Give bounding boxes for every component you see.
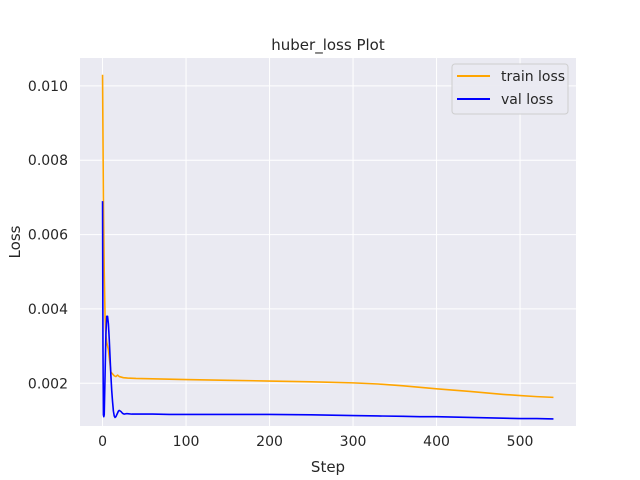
y-axis-label: Loss: [6, 225, 24, 258]
y-tick-label: 0.010: [28, 79, 68, 95]
y-tick-label: 0.006: [28, 228, 68, 244]
plot-area: [80, 58, 576, 426]
x-tick-label: 0: [98, 434, 107, 450]
x-tick-label: 100: [173, 434, 200, 450]
legend: train loss val loss: [451, 63, 569, 115]
x-tick-label: 200: [256, 434, 283, 450]
y-tick-label: 0.004: [28, 302, 68, 318]
val-loss-line: [101, 201, 554, 420]
train-loss-line: [101, 74, 554, 399]
x-axis-label: Step: [311, 458, 345, 476]
series-group: [101, 74, 554, 420]
ticks: 0 100 200 300 400 500 0.002 0.004 0.006 0.008 0.01…: [28, 79, 534, 450]
y-tick-label: 0.008: [28, 153, 68, 169]
legend-val-label: val loss: [501, 92, 553, 108]
x-tick-label: 300: [340, 434, 367, 450]
legend-train-label: train loss: [501, 69, 565, 85]
x-tick-label: 400: [423, 434, 450, 450]
x-tick-label: 500: [507, 434, 534, 450]
y-tick-label: 0.002: [28, 376, 68, 392]
chart-title: huber_loss Plot: [271, 36, 385, 55]
